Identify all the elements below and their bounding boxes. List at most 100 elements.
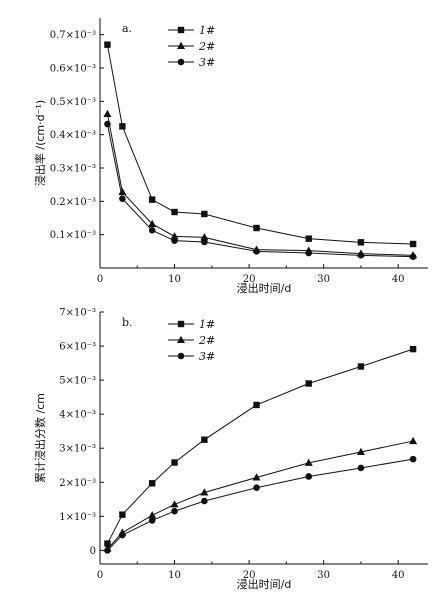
data-point [200, 488, 209, 496]
data-point [356, 447, 365, 455]
data-point [201, 238, 208, 246]
data-point [104, 41, 111, 48]
y-tick-label: 4×10⁻³ [59, 410, 96, 421]
y-tick-label: 1×10⁻³ [59, 512, 96, 523]
data-point [201, 497, 208, 505]
y-tick-label: 6×10⁻³ [59, 342, 96, 353]
series-3 [104, 120, 417, 260]
series-2 [103, 436, 418, 552]
data-point [357, 363, 365, 370]
series-1 [104, 345, 417, 547]
series-2 [103, 109, 418, 259]
x-tick-label: 40 [392, 274, 405, 285]
y-tick-label: 0.6×10⁻³ [50, 64, 96, 75]
data-point [409, 240, 417, 248]
panel-label: a. [122, 22, 132, 35]
y-tick-label: 0.7×10⁻³ [50, 30, 96, 41]
x-tick-label: 20 [243, 274, 256, 285]
x-tick-label: 30 [317, 570, 330, 581]
data-point [119, 511, 126, 518]
legend: 1# 2# 3# [168, 24, 215, 69]
data-point [148, 196, 156, 203]
legend-label: 3# [199, 350, 215, 363]
series-3 [104, 455, 417, 554]
data-point [170, 232, 179, 240]
y-tick-label: 0.3×10⁻³ [50, 164, 96, 175]
series-line [107, 458, 414, 551]
x-tick-label: 30 [317, 274, 330, 285]
legend-marker [177, 26, 185, 34]
legend-label: 2# [198, 334, 215, 347]
data-point [201, 436, 208, 443]
data-point [148, 517, 156, 524]
data-point [305, 249, 313, 257]
data-point [119, 195, 126, 202]
x-axis-title: 浸出时间/d [237, 577, 292, 591]
legend-label: 1# [199, 318, 215, 331]
data-point [148, 219, 157, 227]
data-point [119, 123, 126, 130]
series-1 [104, 41, 417, 248]
data-point [170, 500, 179, 508]
legend-label: 1# [199, 24, 215, 37]
chart-panel-b: 0 10 20 30 40 0 1×10⁻³ 2×10⁻³ 3×10⁻³ 4×10⁻³ 5×10⁻³… [33, 308, 428, 591]
data-point [253, 248, 260, 255]
y-tick-label: 0.5×10⁻³ [50, 97, 96, 108]
data-point [357, 252, 365, 259]
y-tick-label: 0.1×10⁻³ [50, 230, 96, 241]
data-point [409, 345, 417, 353]
x-tick-label: 0 [97, 570, 103, 581]
data-point [409, 436, 418, 445]
legend-marker [177, 352, 185, 360]
y-tick-label: 0 [90, 546, 96, 557]
data-point [103, 109, 112, 117]
x-tick-label: 0 [97, 274, 103, 285]
data-point [200, 233, 209, 241]
y-axis-title: 浸出率 /(cm·d⁻¹) [33, 100, 47, 186]
series-line [106, 123, 414, 258]
x-tick-label: 10 [168, 570, 181, 581]
data-point [305, 473, 313, 480]
y-tick-label: 0.2×10⁻³ [50, 197, 96, 208]
legend-marker [177, 320, 185, 328]
series-line [106, 113, 414, 256]
y-tick-label: 7×10⁻³ [59, 308, 96, 319]
x-tick-label: 40 [392, 570, 405, 581]
data-point [305, 380, 312, 387]
x-tick-label: 20 [243, 570, 256, 581]
panel-label: b. [122, 316, 133, 329]
x-axis-title: 浸出时间/d [237, 281, 292, 295]
data-point [104, 540, 111, 547]
data-point [252, 473, 261, 481]
data-point [104, 120, 111, 128]
data-point [104, 547, 111, 554]
y-tick-label: 2×10⁻³ [59, 478, 96, 489]
legend-label: 3# [199, 56, 215, 69]
data-point [253, 224, 260, 232]
data-point [171, 459, 178, 466]
series-line [106, 44, 414, 245]
legend-label: 2# [198, 40, 215, 53]
legend: 1# 2# 3# [168, 318, 215, 363]
chart-panel-a: 0 10 20 30 40 0.1×10⁻³ 0.2×10⁻³ 0.3×10⁻³ 0.4×10⁻… [33, 18, 428, 295]
data-point [409, 455, 417, 463]
data-point [148, 511, 157, 519]
legend-marker [177, 41, 185, 49]
data-point [148, 480, 156, 487]
y-tick-label: 3×10⁻³ [59, 444, 96, 455]
data-point [253, 401, 260, 409]
x-tick-label: 10 [168, 274, 181, 285]
data-point [409, 253, 417, 260]
data-point [253, 484, 260, 492]
data-point [357, 239, 365, 246]
legend-marker [177, 335, 185, 343]
y-tick-label: 5×10⁻³ [59, 376, 96, 387]
data-point [171, 237, 178, 244]
data-point [171, 208, 178, 216]
legend-marker [177, 58, 185, 66]
series-line [107, 440, 414, 550]
data-point [357, 464, 365, 472]
data-point [119, 531, 126, 539]
data-point [171, 507, 178, 515]
